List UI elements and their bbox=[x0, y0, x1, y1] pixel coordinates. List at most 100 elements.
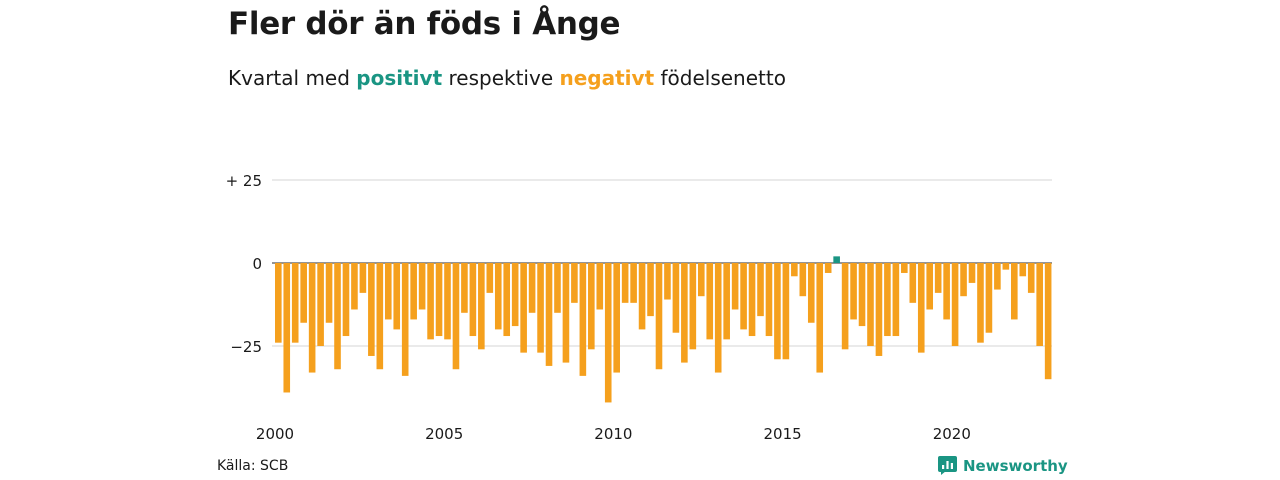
brand-name: Newsworthy bbox=[963, 456, 1068, 475]
bar bbox=[884, 263, 891, 337]
bar bbox=[926, 263, 934, 310]
y-tick-label: 0 bbox=[252, 255, 262, 273]
bar bbox=[858, 263, 866, 327]
bar bbox=[596, 263, 604, 310]
bar bbox=[283, 263, 291, 393]
x-tick-label: 2020 bbox=[933, 425, 971, 443]
bar bbox=[697, 263, 705, 297]
subtitle-pre: Kvartal med bbox=[228, 66, 350, 90]
bar bbox=[994, 263, 1001, 290]
bar bbox=[917, 263, 925, 353]
brand: Newsworthy bbox=[938, 456, 1068, 475]
bar bbox=[782, 263, 790, 360]
y-tick-label: −25 bbox=[230, 338, 262, 356]
bar bbox=[748, 263, 756, 337]
bar bbox=[401, 263, 409, 376]
bar bbox=[791, 263, 798, 277]
bar bbox=[867, 263, 874, 346]
bar bbox=[909, 263, 917, 303]
x-tick-label: 2010 bbox=[594, 425, 632, 443]
bar bbox=[562, 263, 570, 363]
bar bbox=[359, 263, 367, 293]
bar bbox=[410, 263, 417, 320]
bar bbox=[689, 263, 697, 350]
subtitle-post: födelsenetto bbox=[660, 66, 786, 90]
bar bbox=[1027, 263, 1035, 293]
bar bbox=[638, 263, 646, 330]
x-tick-label: 2015 bbox=[763, 425, 801, 443]
bar bbox=[478, 263, 485, 350]
source-label: Källa: SCB bbox=[217, 458, 289, 474]
bar bbox=[731, 263, 739, 310]
bar bbox=[334, 263, 341, 370]
bar bbox=[461, 263, 468, 313]
bar bbox=[960, 263, 967, 297]
bar bbox=[503, 263, 511, 337]
bar bbox=[875, 263, 883, 356]
bar bbox=[706, 263, 714, 340]
bar bbox=[613, 263, 620, 373]
bar bbox=[291, 263, 299, 343]
x-tick-label: 2000 bbox=[256, 425, 294, 443]
bar bbox=[300, 263, 307, 323]
chart-title: Fler dör än föds i Ånge bbox=[228, 6, 621, 42]
bar bbox=[325, 263, 333, 323]
bar bbox=[714, 263, 722, 373]
y-tick-label: + 25 bbox=[226, 172, 262, 190]
bar bbox=[757, 263, 764, 317]
bar bbox=[494, 263, 502, 330]
bar bbox=[520, 263, 527, 353]
bar bbox=[765, 263, 773, 337]
bar bbox=[807, 263, 815, 323]
bar bbox=[511, 263, 519, 327]
bar bbox=[427, 263, 434, 340]
bar bbox=[554, 263, 561, 313]
bar bbox=[342, 263, 350, 337]
bar bbox=[621, 263, 629, 303]
bar bbox=[816, 263, 824, 373]
bar bbox=[681, 263, 688, 363]
x-tick-label: 2005 bbox=[425, 425, 463, 443]
bar bbox=[486, 263, 494, 293]
subtitle-mid: respektive bbox=[448, 66, 554, 90]
bar bbox=[799, 263, 807, 297]
bar bbox=[892, 263, 900, 337]
subtitle-negative: negativt bbox=[559, 66, 655, 90]
bar bbox=[588, 263, 595, 350]
bar bbox=[977, 263, 984, 343]
bar bbox=[943, 263, 950, 320]
chart-subtitle: Kvartal med positivt respektive negativt… bbox=[228, 66, 786, 90]
subtitle-positive: positivt bbox=[356, 66, 443, 90]
bar bbox=[317, 263, 324, 346]
bar bbox=[841, 263, 849, 350]
bar bbox=[1036, 263, 1043, 346]
bar bbox=[1044, 263, 1052, 380]
bar bbox=[824, 263, 832, 273]
bar bbox=[528, 263, 536, 313]
bar bbox=[571, 263, 578, 303]
bar bbox=[376, 263, 384, 370]
bar bbox=[351, 263, 358, 310]
bar bbox=[850, 263, 857, 320]
bar bbox=[985, 263, 993, 333]
bar bbox=[393, 263, 401, 330]
bar bbox=[740, 263, 747, 330]
bar bbox=[545, 263, 553, 366]
bar bbox=[579, 263, 587, 376]
bar bbox=[1002, 263, 1010, 270]
bar bbox=[901, 263, 908, 273]
bar bbox=[934, 263, 942, 293]
bar bbox=[452, 263, 460, 370]
bar bbox=[1019, 263, 1027, 277]
bar bbox=[833, 256, 840, 263]
bar bbox=[368, 263, 375, 356]
bar bbox=[418, 263, 426, 310]
bar bbox=[1011, 263, 1018, 320]
bar bbox=[774, 263, 781, 360]
bar bbox=[951, 263, 959, 346]
bar bbox=[537, 263, 544, 353]
newsworthy-logo-icon bbox=[938, 456, 957, 475]
bar bbox=[444, 263, 451, 340]
bar bbox=[275, 263, 282, 343]
